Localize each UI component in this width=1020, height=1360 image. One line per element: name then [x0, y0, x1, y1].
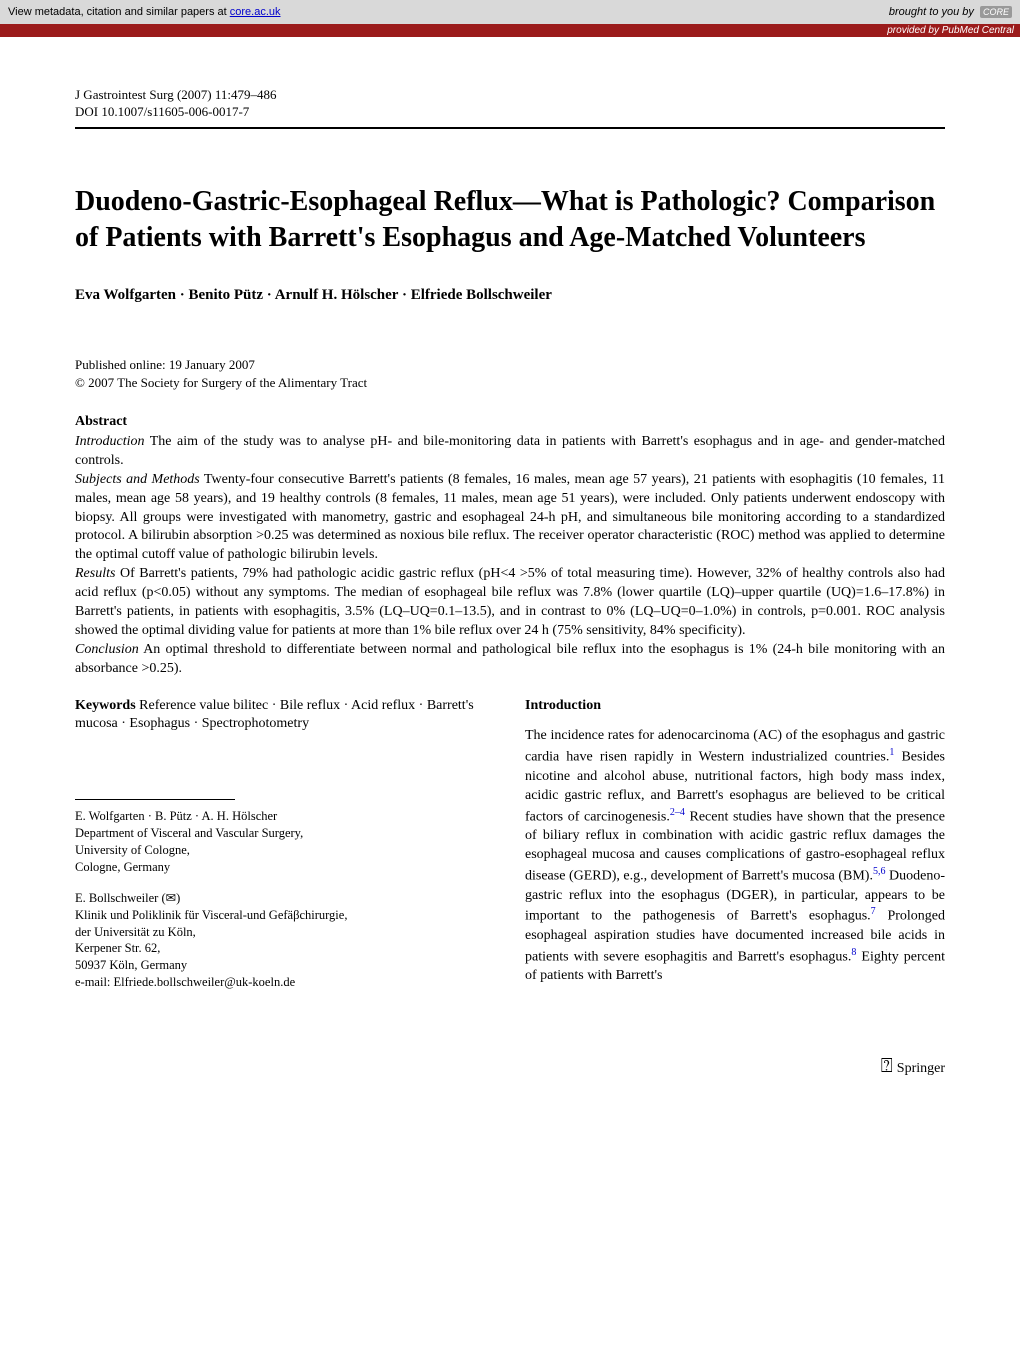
springer-icon: ⍰: [881, 1055, 893, 1078]
affil2-street: Kerpener Str. 62,: [75, 940, 495, 957]
journal-info: J Gastrointest Surg (2007) 11:479–486 DO…: [75, 87, 945, 121]
abstract-results-text: Of Barrett's patients, 79% had pathologi…: [75, 566, 945, 638]
keywords-heading: Keywords: [75, 698, 136, 713]
affil1-dept: Department of Visceral and Vascular Surg…: [75, 825, 495, 842]
affil2-name: E. Bollschweiler (✉): [75, 890, 495, 907]
provided-by-bar: provided by PubMed Central: [0, 24, 1020, 37]
abstract-body: Introduction The aim of the study was to…: [75, 433, 945, 679]
abstract-conclusion-label: Conclusion: [75, 642, 139, 657]
affiliation-2: E. Bollschweiler (✉) Klinik und Poliklin…: [75, 890, 495, 991]
affil2-univ: der Universität zu Köln,: [75, 924, 495, 941]
core-link[interactable]: core.ac.uk: [230, 6, 281, 18]
two-column-layout: Keywords Reference value bilitec · Bile …: [75, 697, 945, 1006]
abstract-intro-text: The aim of the study was to analyse pH- …: [75, 434, 945, 468]
metadata-banner: View metadata, citation and similar pape…: [0, 0, 1020, 24]
abstract-subjects-label: Subjects and Methods: [75, 472, 200, 487]
affil2-dept: Klinik und Poliklinik für Visceral-und G…: [75, 907, 495, 924]
copyright: © 2007 The Society for Surgery of the Al…: [75, 374, 945, 392]
abstract-intro-label: Introduction: [75, 434, 144, 449]
affil1-city: Cologne, Germany: [75, 859, 495, 876]
article-title: Duodeno-Gastric-Esophageal Reflux—What i…: [75, 184, 945, 257]
abstract-results-label: Results: [75, 566, 115, 581]
published-online: Published online: 19 January 2007: [75, 356, 945, 374]
abstract-conclusion-text: An optimal threshold to differentiate be…: [75, 642, 945, 676]
affil2-city: 50937 Köln, Germany: [75, 957, 495, 974]
affil2-email: e-mail: Elfriede.bollschweiler@uk-koeln.…: [75, 974, 495, 991]
introduction-heading: Introduction: [525, 697, 945, 716]
springer-text: Springer: [897, 1061, 945, 1076]
keywords-block: Keywords Reference value bilitec · Bile …: [75, 697, 495, 735]
banner-right-text: brought to you by: [889, 6, 974, 18]
keywords-text: Reference value bilitec · Bile reflux · …: [75, 698, 474, 732]
abstract-heading: Abstract: [75, 414, 945, 430]
right-column: Introduction The incidence rates for ade…: [525, 697, 945, 1006]
page-content: J Gastrointest Surg (2007) 11:479–486 DO…: [0, 37, 1020, 1045]
banner-left: View metadata, citation and similar pape…: [8, 6, 281, 18]
journal-doi: DOI 10.1007/s11605-006-0017-7: [75, 104, 945, 121]
banner-left-prefix: View metadata, citation and similar pape…: [8, 6, 230, 18]
introduction-body: The incidence rates for adenocarcinoma (…: [525, 727, 945, 986]
page-footer: ⍰ Springer: [0, 1045, 1020, 1108]
authors: Eva Wolfgarten · Benito Pütz · Arnulf H.…: [75, 285, 945, 306]
abstract-subjects-text: Twenty-four consecutive Barrett's patien…: [75, 472, 945, 563]
publication-info: Published online: 19 January 2007 © 2007…: [75, 356, 945, 392]
journal-citation: J Gastrointest Surg (2007) 11:479–486: [75, 87, 945, 104]
banner-right: brought to you by CORE: [889, 6, 1012, 18]
core-icon: CORE: [980, 6, 1012, 18]
affiliation-1: E. Wolfgarten · B. Pütz · A. H. Hölscher…: [75, 808, 495, 876]
left-column: Keywords Reference value bilitec · Bile …: [75, 697, 495, 1006]
affil1-names: E. Wolfgarten · B. Pütz · A. H. Hölscher: [75, 808, 495, 825]
horizontal-rule: [75, 127, 945, 129]
affiliation-divider: [75, 799, 235, 800]
affil1-univ: University of Cologne,: [75, 842, 495, 859]
